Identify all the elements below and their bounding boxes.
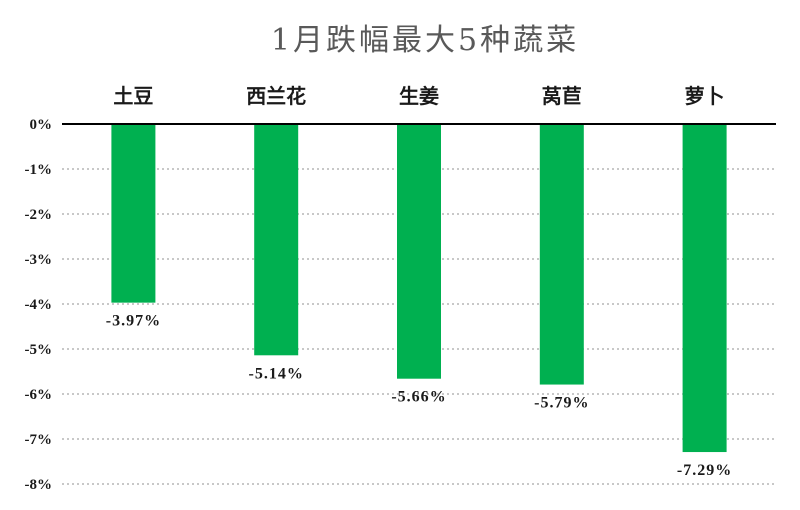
data-label: -5.79% [534,395,589,412]
bar [254,124,299,356]
y-tick-label: -3% [25,252,53,268]
data-label: -3.97% [106,313,161,330]
bar [682,124,727,453]
bar [111,124,156,303]
y-tick-label: -2% [25,207,53,223]
y-axis-ticks: 0% -1% -2% -3% -4% -5% -6% -7% -8% [25,117,53,493]
bar [539,124,584,385]
bars [111,124,727,453]
category-label: 萝卜 [685,84,725,108]
y-tick-label: -1% [25,162,53,178]
category-labels: 土豆 西兰花 生姜 莴苣 萝卜 [113,84,724,108]
y-tick-label: 0% [30,117,53,133]
y-tick-label: -5% [25,342,53,358]
data-label: -7.29% [677,462,732,479]
y-tick-label: -6% [25,387,53,403]
category-label: 土豆 [113,84,153,108]
data-labels: -3.97% -5.14% -5.66% -5.79% -7.29% [106,313,732,479]
y-tick-label: -4% [25,297,53,313]
data-label: -5.14% [249,365,304,382]
chart-title: 1月跌幅最大5种蔬菜 [271,23,579,58]
data-label: -5.66% [391,389,446,406]
category-label: 西兰花 [246,84,306,108]
y-tick-label: -7% [25,432,53,448]
category-label: 莴苣 [542,84,582,108]
bar [397,124,441,379]
category-label: 生姜 [399,84,439,108]
y-tick-label: -8% [25,477,53,493]
